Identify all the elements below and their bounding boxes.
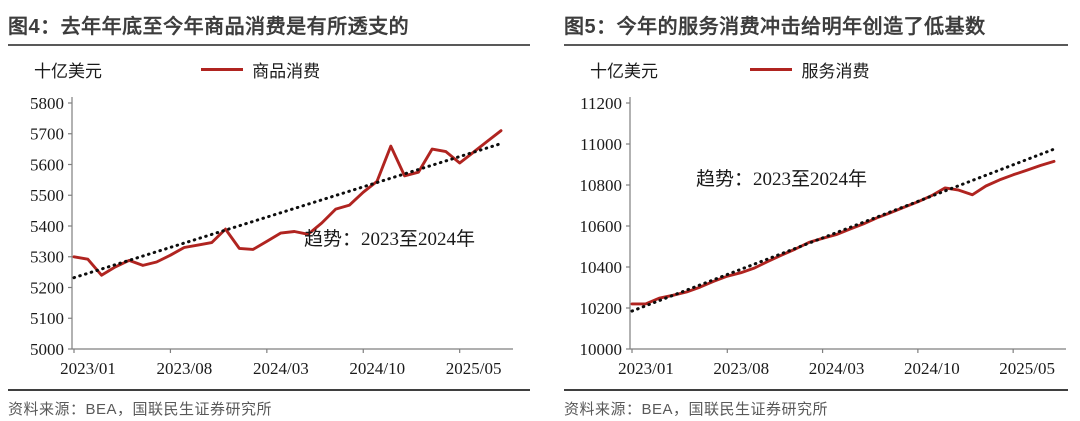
svg-text:2023/01: 2023/01 [60,359,116,378]
title-divider [8,44,530,46]
svg-text:11200: 11200 [580,94,622,113]
chart-title-goods: 图4：去年年底至今年商品消费是有所透支的 [8,16,410,38]
svg-text:10600: 10600 [580,217,623,236]
svg-text:5200: 5200 [30,278,64,297]
chart-meta-row: 十亿美元 服务消费 [564,55,1068,81]
trend-annotation: 趋势：2023至2024年 [304,228,475,250]
svg-text:2023/01: 2023/01 [618,359,674,378]
line-chart-goods: 5000 5100 5200 5300 5400 5500 5600 5700 5800 2023… [30,94,513,378]
svg-text:11000: 11000 [580,135,622,154]
title-divider [564,44,1068,46]
source-note: 资料来源：BEA，国联民生证券研究所 [564,389,1068,419]
svg-text:5800: 5800 [30,94,64,113]
svg-text:5300: 5300 [30,248,64,267]
legend-line-swatch [750,68,793,71]
svg-text:2025/05: 2025/05 [446,359,502,378]
legend-goods: 商品消费 [201,57,320,82]
svg-text:5700: 5700 [30,125,64,144]
panel-goods-consumption: 图4：去年年底至今年商品消费是有所透支的 十亿美元 商品消费 5000 5100 5… [8,16,530,419]
chart-meta-row: 十亿美元 商品消费 [8,55,530,81]
svg-text:2025/05: 2025/05 [999,359,1055,378]
svg-text:2024/10: 2024/10 [904,359,960,378]
y-axis-unit-label: 十亿美元 [590,62,658,81]
svg-text:2023/08: 2023/08 [157,359,213,378]
legend-services: 服务消费 [750,57,869,82]
legend-line-swatch [201,68,244,71]
chart-title-services: 图5：今年的服务消费冲击给明年创造了低基数 [564,16,986,38]
legend-label: 商品消费 [252,62,321,81]
svg-text:5100: 5100 [30,309,64,328]
line-chart-services: 10000 10200 10400 10600 10800 11000 11200 2023/… [580,94,1066,378]
y-axis-unit-label: 十亿美元 [34,62,102,81]
svg-text:10400: 10400 [580,258,623,277]
svg-text:10000: 10000 [580,340,623,359]
source-note: 资料来源：BEA，国联民生证券研究所 [8,389,530,419]
legend-label: 服务消费 [801,62,870,81]
svg-text:5600: 5600 [30,155,64,174]
svg-text:5400: 5400 [30,217,64,236]
svg-text:5000: 5000 [30,340,64,359]
svg-text:5500: 5500 [30,186,64,205]
panel-services-consumption: 图5：今年的服务消费冲击给明年创造了低基数 十亿美元 服务消费 10000 102… [540,0,1080,421]
svg-text:10800: 10800 [580,176,623,195]
svg-text:2023/08: 2023/08 [713,359,769,378]
svg-text:2024/03: 2024/03 [809,359,865,378]
svg-text:2024/03: 2024/03 [253,359,309,378]
trend-annotation: 趋势：2023至2024年 [696,168,867,190]
svg-text:10200: 10200 [580,299,623,318]
svg-text:2024/10: 2024/10 [349,359,405,378]
